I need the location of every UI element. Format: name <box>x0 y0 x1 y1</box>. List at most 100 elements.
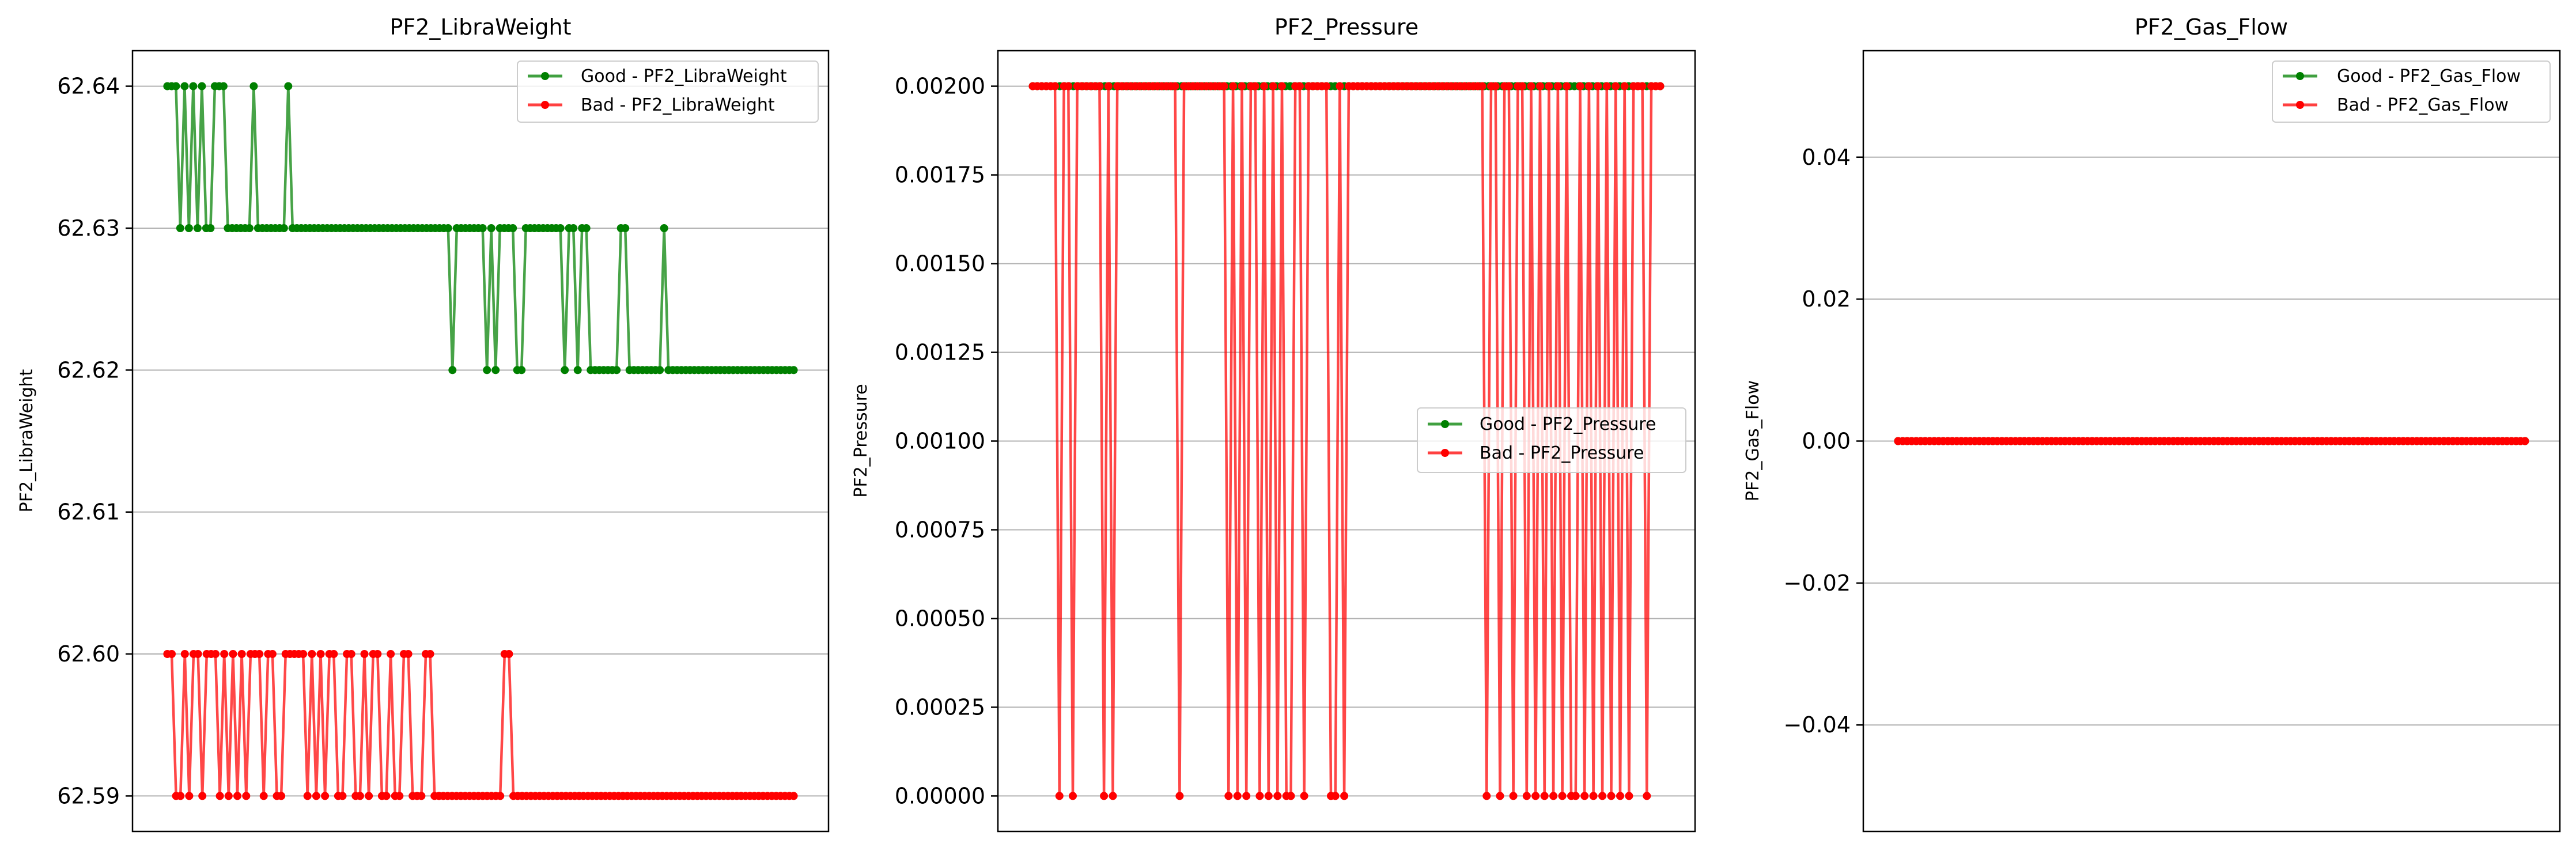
good-series-point <box>621 224 630 232</box>
bad-series-point <box>1051 82 1060 90</box>
bad-series-point <box>1558 792 1567 800</box>
bad-series-point <box>417 792 426 800</box>
bad-series-point <box>1255 792 1264 800</box>
y-tick-label: 0.00100 <box>895 429 985 454</box>
bad-series-point <box>1295 82 1304 90</box>
bad-series-point <box>1229 82 1238 90</box>
bad-series-point <box>211 650 220 658</box>
legend-bad-marker <box>1441 449 1449 457</box>
good-series-point <box>573 366 582 375</box>
bad-series-point <box>1251 82 1259 90</box>
y-axis-label: PF2_Gas_Flow <box>1743 380 1763 501</box>
y-ticks: 0.00000 0.00025 0.00050 0.00075 0.00100 0.001… <box>895 74 998 808</box>
bad-series-point <box>321 792 330 800</box>
chart-title: PF2_Gas_Flow <box>2135 14 2288 40</box>
good-series-point <box>444 224 452 232</box>
bad-series-point <box>373 650 382 658</box>
bad-series-point <box>303 792 312 800</box>
bad-series-point <box>1527 82 1535 90</box>
good-series-point <box>219 82 228 90</box>
bad-series-point <box>1287 792 1295 800</box>
bad-series-point <box>1300 792 1308 800</box>
y-axis-label: PF2_LibraWeight <box>17 369 37 512</box>
bad-series-point <box>1242 792 1251 800</box>
bad-series-point <box>1545 82 1553 90</box>
legend-box <box>2272 60 2551 123</box>
good-series-point <box>517 366 526 375</box>
bad-series-point <box>215 792 224 800</box>
bad-series-point <box>1571 792 1580 800</box>
bad-series-point <box>1278 82 1286 90</box>
bad-series-point <box>1616 792 1624 800</box>
legend-good-marker <box>2296 72 2304 80</box>
bad-series-point <box>1589 792 1598 800</box>
bad-series-point <box>1340 792 1349 800</box>
y-tick-label: 62.60 <box>57 641 120 667</box>
y-tick-label: 62.59 <box>57 783 120 808</box>
bad-series-point <box>1594 82 1602 90</box>
legend-good-label: Good - PF2_Pressure <box>1480 414 1656 434</box>
good-series-point <box>193 224 202 232</box>
bad-series-point <box>259 792 268 800</box>
bad-series-point <box>242 792 251 800</box>
bad-series-point <box>330 650 338 658</box>
legend-good-marker <box>1441 420 1449 428</box>
bad-series-point <box>1109 792 1117 800</box>
bad-series-point <box>1580 792 1589 800</box>
bad-series-point <box>224 792 233 800</box>
chart-libraweight: PF2_LibraWeight PF2_LibraWeight 62.59 62.… <box>17 14 830 833</box>
bad-series-point <box>1069 792 1077 800</box>
bad-series-point <box>496 792 505 800</box>
y-tick-label: 0.02 <box>1802 286 1851 312</box>
bad-series-point <box>1336 82 1344 90</box>
axes-frame <box>131 50 830 833</box>
bad-series-point <box>1638 82 1647 90</box>
y-ticks: 62.59 62.60 62.61 62.62 62.63 62.64 <box>57 74 133 808</box>
bad-series-point <box>168 650 176 658</box>
bad-series-point <box>198 792 207 800</box>
bad-series-point <box>1563 82 1571 90</box>
good-series-point <box>198 82 206 90</box>
bad-series-point <box>1612 82 1620 90</box>
y-tick-label: 0.00 <box>1802 429 1851 454</box>
bad-series-point <box>1224 792 1233 800</box>
bad-series-point <box>2521 437 2529 445</box>
y-tick-label: 0.00025 <box>895 694 985 720</box>
bad-series-point <box>338 792 347 800</box>
good-series-point <box>284 82 293 90</box>
bad-series-point <box>1175 792 1184 800</box>
y-axis-label: PF2_Pressure <box>851 384 871 498</box>
bad-series-point <box>237 650 246 658</box>
bad-series-point <box>426 650 434 658</box>
legend-good-marker <box>541 72 549 80</box>
bad-series-point <box>316 650 325 658</box>
good-series-point <box>561 366 569 375</box>
bad-series-point <box>1273 792 1282 800</box>
legend-box <box>1417 407 1686 473</box>
good-series-point <box>448 366 457 375</box>
bad-series-point <box>1602 82 1611 90</box>
bad-series-point <box>404 650 413 658</box>
y-tick-label: 0.04 <box>1802 145 1851 170</box>
legend: Good - PF2_Pressure Bad - PF2_Pressure <box>1417 407 1686 473</box>
good-series-point <box>189 82 198 90</box>
bad-series-point <box>1233 792 1242 800</box>
bad-series-point <box>1264 792 1273 800</box>
bad-series-point <box>1549 792 1558 800</box>
bad-series-point <box>1584 82 1593 90</box>
good-series-point <box>569 224 578 232</box>
bad-series-point <box>1509 792 1518 800</box>
bad-series-point <box>1478 82 1486 90</box>
legend: Good - PF2_LibraWeight Bad - PF2_LibraWe… <box>517 60 819 123</box>
y-tick-label: 62.63 <box>57 215 120 241</box>
bad-series-point <box>1331 792 1340 800</box>
bad-series-point <box>1522 792 1531 800</box>
chart-title: PF2_LibraWeight <box>389 14 571 40</box>
y-tick-label: 0.00050 <box>895 606 985 631</box>
bad-series-point <box>1260 82 1269 90</box>
good-series-point <box>176 224 184 232</box>
series-lines <box>1894 437 2529 445</box>
bad-series-point <box>1064 82 1073 90</box>
good-series-point <box>206 224 215 232</box>
